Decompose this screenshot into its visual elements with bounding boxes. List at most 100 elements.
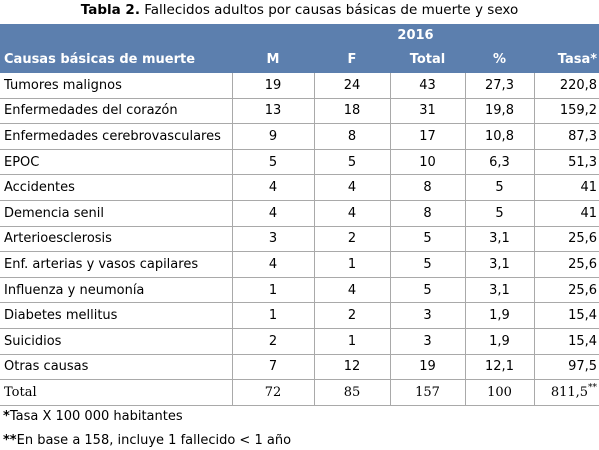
cell-percent: 12,1 [465, 354, 535, 381]
cell-rate: 87,3 [534, 123, 599, 150]
table-row: Otras causas 7 12 19 12,1 97,5 [0, 354, 599, 381]
cell-percent: 3,1 [465, 251, 535, 278]
cell-f: 1 [314, 251, 391, 278]
cell-cause: Otras causas [0, 354, 233, 381]
table-row: EPOC 5 5 10 6,3 51,3 [0, 149, 599, 176]
total-percent: 100 [465, 379, 535, 406]
cell-f: 4 [314, 200, 391, 227]
cell-percent: 1,9 [465, 302, 535, 329]
cell-cause: Tumores malignos [0, 73, 233, 99]
cell-cause: Enf. arterias y vasos capilares [0, 251, 233, 278]
cell-rate: 220,8 [534, 73, 599, 99]
table-caption: Tabla 2. Fallecidos adultos por causas b… [0, 2, 599, 22]
total-rate-value: 811,5 [550, 384, 589, 400]
cell-m: 7 [232, 354, 315, 381]
cell-total: 19 [390, 354, 466, 381]
cell-m: 1 [232, 302, 315, 329]
footnote-base-text: En base a 158, incluye 1 fallecido < 1 a… [16, 433, 292, 448]
table-row: Accidentes 4 4 8 5 41 [0, 174, 599, 201]
cell-percent: 1,9 [465, 328, 535, 355]
column-header-cause: Causas básicas de muerte [0, 46, 232, 73]
cell-rate: 41 [534, 200, 599, 227]
year-header-row: 2016 [0, 24, 599, 46]
cell-total: 8 [390, 174, 466, 201]
table-row: Demencia senil 4 4 8 5 41 [0, 200, 599, 227]
year-header-blank [0, 24, 232, 46]
footnote-rate-text: Tasa X 100 000 habitantes [9, 409, 183, 424]
cell-percent: 10,8 [465, 123, 535, 150]
cell-m: 4 [232, 200, 315, 227]
cell-percent: 27,3 [465, 73, 535, 99]
cell-rate: 25,6 [534, 226, 599, 253]
cell-total: 43 [390, 73, 466, 99]
caption-text: Fallecidos adultos por causas básicas de… [139, 2, 519, 18]
table-row: Influenza y neumonía 1 4 5 3,1 25,6 [0, 277, 599, 304]
total-rate: 811,5** [534, 379, 599, 406]
cell-m: 19 [232, 73, 315, 99]
table-row: Enfermedades del corazón 13 18 31 19,8 159,2 [0, 98, 599, 125]
cell-total: 3 [390, 328, 466, 355]
year-header: 2016 [232, 24, 599, 46]
column-header-m: M [232, 46, 314, 73]
cell-cause: Enfermedades cerebrovasculares [0, 123, 233, 150]
total-rate-mark: ** [588, 382, 598, 393]
cell-cause: Suicidios [0, 328, 233, 355]
cell-rate: 15,4 [534, 302, 599, 329]
cell-total: 8 [390, 200, 466, 227]
footnote-rate: *Tasa X 100 000 habitantes [3, 409, 183, 424]
total-label: Total [0, 379, 233, 406]
cell-total: 10 [390, 149, 466, 176]
cell-rate: 25,6 [534, 251, 599, 278]
cell-f: 8 [314, 123, 391, 150]
cell-m: 5 [232, 149, 315, 176]
cell-cause: EPOC [0, 149, 233, 176]
total-total: 157 [390, 379, 466, 406]
cell-m: 4 [232, 174, 315, 201]
cell-total: 5 [390, 251, 466, 278]
cell-percent: 5 [465, 174, 535, 201]
cell-m: 2 [232, 328, 315, 355]
total-m: 72 [232, 379, 315, 406]
cell-f: 5 [314, 149, 391, 176]
column-header-total: Total [390, 46, 465, 73]
cell-cause: Enfermedades del corazón [0, 98, 233, 125]
table-row: Enf. arterias y vasos capilares 4 1 5 3,1 25,… [0, 251, 599, 278]
cell-rate: 25,6 [534, 277, 599, 304]
cell-f: 1 [314, 328, 391, 355]
cell-m: 1 [232, 277, 315, 304]
cell-m: 13 [232, 98, 315, 125]
total-f: 85 [314, 379, 391, 406]
cell-cause: Demencia senil [0, 200, 233, 227]
cell-f: 24 [314, 73, 391, 99]
cell-percent: 3,1 [465, 226, 535, 253]
cell-rate: 15,4 [534, 328, 599, 355]
cell-cause: Diabetes mellitus [0, 302, 233, 329]
table-row: Tumores malignos 19 24 43 27,3 220,8 [0, 73, 599, 99]
column-header-rate: Tasa* [534, 46, 599, 73]
cell-cause: Arterioesclerosis [0, 226, 233, 253]
table-row: Enfermedades cerebrovasculares 9 8 17 10,8 87… [0, 123, 599, 150]
cell-total: 5 [390, 277, 466, 304]
footnote-rate-mark: * [3, 409, 10, 424]
table-body: Tumores malignos 19 24 43 27,3 220,8 Enfermeda… [0, 73, 599, 406]
cell-m: 4 [232, 251, 315, 278]
cell-total: 31 [390, 98, 466, 125]
column-header-percent: % [465, 46, 534, 73]
cell-total: 17 [390, 123, 466, 150]
cell-percent: 19,8 [465, 98, 535, 125]
table-row: Suicidios 2 1 3 1,9 15,4 [0, 328, 599, 355]
table-row: Arterioesclerosis 3 2 5 3,1 25,6 [0, 226, 599, 253]
caption-label: Tabla 2. [80, 2, 140, 18]
cell-cause: Accidentes [0, 174, 233, 201]
cell-f: 4 [314, 174, 391, 201]
footnote-base-mark: ** [3, 433, 17, 448]
cell-total: 5 [390, 226, 466, 253]
cell-f: 2 [314, 302, 391, 329]
column-header-row: Causas básicas de muerte M F Total % Tas… [0, 46, 599, 73]
cell-total: 3 [390, 302, 466, 329]
cell-cause: Influenza y neumonía [0, 277, 233, 304]
cell-percent: 3,1 [465, 277, 535, 304]
cell-rate: 97,5 [534, 354, 599, 381]
cell-rate: 159,2 [534, 98, 599, 125]
cell-percent: 5 [465, 200, 535, 227]
